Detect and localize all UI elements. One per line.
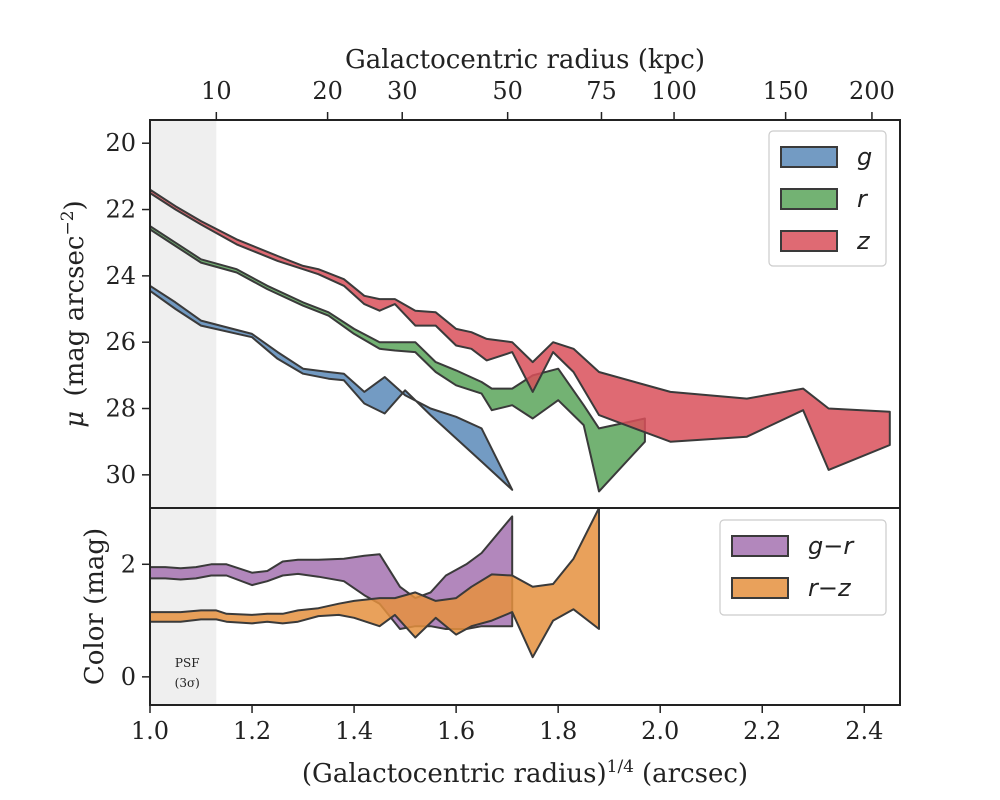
band-r — [149, 225, 646, 493]
color-series — [149, 507, 600, 659]
y-tick-label: 28 — [105, 395, 136, 423]
x-tick-label: 2.4 — [845, 717, 883, 745]
legend-swatch-r — [780, 188, 838, 210]
color-panel: 02 1.0 1.2 1.4 1.6 1.8 2.0 2.2 2.4 Color (mag) … — [80, 507, 901, 789]
legend-label-z: z — [856, 227, 871, 255]
x-tick-label: 1.4 — [335, 717, 373, 745]
legend-swatch-g — [780, 146, 838, 168]
x-tick-label: 1.8 — [539, 717, 577, 745]
x-axis-label-exponent: 1/4 — [607, 757, 634, 777]
x-axis-label-main: (Galactocentric radius) — [302, 759, 607, 789]
x-axis-ticks: 1.0 1.2 1.4 1.6 1.8 2.0 2.2 2.4 — [131, 705, 883, 745]
legend-swatch-z — [780, 230, 838, 252]
y-axis-label-close: ) — [60, 200, 90, 210]
y-tick-label: 24 — [105, 262, 136, 290]
top-tick-label: 200 — [849, 77, 895, 105]
top-tick-label: 50 — [492, 77, 523, 105]
top-tick-label: 20 — [312, 77, 343, 105]
band-g — [149, 284, 514, 491]
x-tick-label: 2.2 — [743, 717, 781, 745]
y-tick-label: 30 — [105, 461, 136, 489]
y-axis-label-unit: (mag arcsec — [60, 236, 90, 397]
band-r-minus-z — [149, 507, 600, 659]
y-axis-label-color: Color (mag) — [80, 528, 110, 685]
y-axis-label-exponent: −2 — [58, 210, 78, 235]
y-tick-label: 0 — [121, 663, 136, 691]
x-tick-label: 1.6 — [437, 717, 475, 745]
x-tick-label: 1.0 — [131, 717, 169, 745]
y-tick-label: 20 — [105, 129, 136, 157]
surface-brightness-panel: 20 22 24 26 28 30 10 20 30 50 75 100 150 200 Galacto… — [58, 45, 901, 509]
top-x-axis-label: Galactocentric radius (kpc) — [345, 45, 705, 75]
top-tick-label: 30 — [387, 77, 418, 105]
legend-label-g: g — [857, 143, 872, 171]
legend-swatch-g-minus-r — [731, 535, 789, 557]
legend-swatch-r-minus-z — [731, 577, 789, 599]
psf-annotation-sigma: (3σ) — [175, 676, 200, 690]
legend-bands: grz — [768, 130, 887, 267]
psf-annotation: PSF — [175, 656, 200, 670]
y-axis-label-mu: μ — [60, 411, 90, 428]
legend-box — [719, 519, 887, 616]
legend-label-r: r — [857, 185, 869, 213]
top-x-axis-ticks: 10 20 30 50 75 100 150 200 — [201, 77, 895, 120]
bottom-panel-frame — [149, 507, 901, 706]
band-z — [149, 188, 891, 471]
x-axis-label: (Galactocentric radius)1/4 (arcsec) — [302, 757, 748, 789]
legend-label-r-minus-z: r−z — [808, 574, 852, 602]
psf-shaded-region-color — [150, 508, 217, 705]
y-axis-ticks-bottom: 02 — [121, 550, 150, 691]
top-tick-label: 100 — [651, 77, 697, 105]
y-axis-ticks-top: 20 22 24 26 28 30 — [105, 129, 150, 489]
x-axis-label-unit: (arcsec) — [642, 759, 748, 789]
y-tick-label: 26 — [105, 328, 136, 356]
y-tick-label: 2 — [121, 550, 136, 578]
legend-label-g-minus-r: g−r — [808, 532, 855, 560]
top-tick-label: 150 — [763, 77, 809, 105]
legend-colors: g−r r−z — [719, 519, 887, 616]
y-axis-label-surface-brightness: μ (mag arcsec−2) — [58, 200, 90, 427]
surface-brightness-series — [149, 188, 891, 493]
y-tick-label: 22 — [105, 196, 136, 224]
x-tick-label: 2.0 — [641, 717, 679, 745]
top-tick-label: 75 — [586, 77, 617, 105]
x-tick-label: 1.2 — [233, 717, 271, 745]
top-tick-label: 10 — [201, 77, 232, 105]
